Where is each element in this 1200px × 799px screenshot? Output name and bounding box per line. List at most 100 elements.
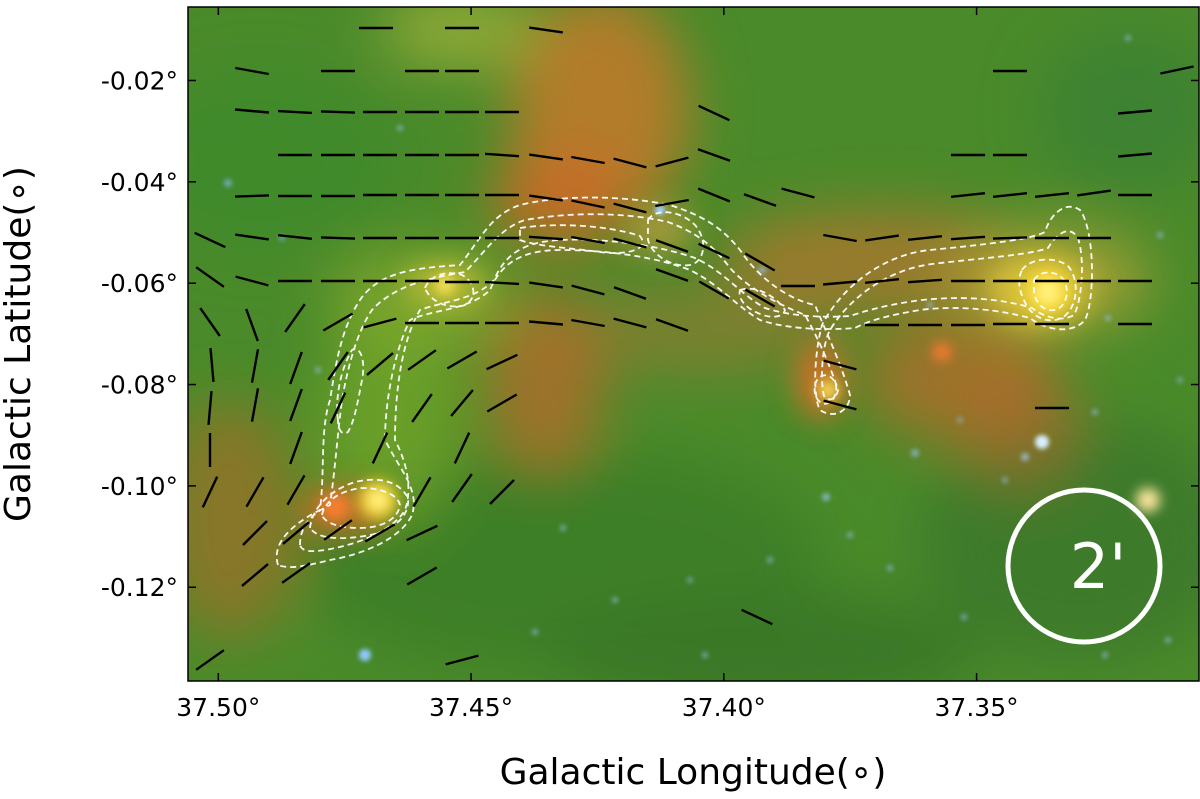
- contour-inner-i: [738, 287, 786, 318]
- polarization-vector: [484, 280, 520, 286]
- polarization-vector: [329, 392, 347, 424]
- point-sources: [224, 35, 1183, 661]
- polarization-vector: [235, 66, 269, 76]
- polarization-vector: [697, 148, 731, 162]
- x-axis-title: Galactic Longitude(∘): [500, 752, 887, 793]
- polarization-vector: [697, 187, 731, 203]
- polarization-vector: [571, 155, 605, 165]
- polarization-vector: [194, 231, 226, 249]
- polarization-vector: [486, 353, 518, 371]
- y-tick-label: -0.08°: [101, 371, 178, 400]
- polarization-vector: [744, 252, 776, 272]
- polarization-vector: [289, 431, 303, 465]
- polarization-vector: [1077, 189, 1111, 197]
- polarization-vector: [571, 318, 605, 328]
- polarization-vector: [201, 476, 219, 508]
- polarization-vector: [528, 320, 564, 326]
- polarization-vector: [613, 237, 647, 249]
- polarization-vector: [445, 654, 479, 666]
- x-tick-label: 37.45°: [429, 693, 513, 722]
- polarization-vector: [371, 432, 389, 464]
- polarization-vector: [245, 308, 259, 342]
- polarization-vector: [1160, 65, 1194, 75]
- polarization-vector: [529, 194, 563, 202]
- polarization-vector: [282, 521, 310, 545]
- polarization-vector: [451, 473, 473, 503]
- y-tick-label: -0.10°: [101, 472, 178, 501]
- polarization-vector: [284, 303, 306, 333]
- y-tick-label: -0.06°: [101, 269, 178, 298]
- polarization-vector: [823, 233, 857, 243]
- polarization-vector: [406, 524, 438, 542]
- polarization-vector: [571, 284, 605, 296]
- polarization-vector: [363, 317, 397, 329]
- polarization-vector: [406, 566, 438, 586]
- polarization-vector: [950, 192, 986, 198]
- polarization-vector: [950, 235, 986, 241]
- scale-bar: 2': [1005, 487, 1163, 645]
- polarization-vector: [823, 359, 857, 371]
- polarization-vector: [571, 199, 605, 209]
- polarization-vector: [655, 268, 689, 282]
- polarization-vector: [412, 476, 432, 508]
- polarization-vector: [613, 202, 647, 214]
- polarization-vector: [195, 649, 225, 671]
- polarization-vector: [781, 187, 815, 199]
- y-tick-label: -0.04°: [101, 168, 178, 197]
- polarization-vector: [907, 235, 943, 241]
- polarization-vector: [529, 26, 563, 34]
- polarization-vector: [571, 235, 605, 245]
- polarization-vector: [364, 523, 396, 543]
- polarization-vector: [450, 389, 474, 417]
- polarization-vector: [411, 393, 433, 423]
- polarization-vector: [698, 242, 730, 260]
- polarization-vector: [529, 153, 563, 161]
- polarization-vector: [698, 280, 730, 300]
- polarization-vector: [199, 307, 221, 337]
- polarization-vector: [655, 239, 689, 253]
- polarization-vector: [822, 280, 858, 286]
- polarization-vector: [1117, 152, 1153, 158]
- polarization-vector: [613, 317, 647, 329]
- polarization-vector: [741, 608, 773, 626]
- plot-frame: [187, 6, 1200, 682]
- polarization-vector: [823, 399, 857, 411]
- polarization-vector: [286, 474, 306, 506]
- contour-inner-f: [1033, 271, 1068, 312]
- polarization-vector: [613, 157, 647, 169]
- polarization-vector: [744, 288, 776, 308]
- scale-circle: [1005, 487, 1163, 645]
- y-tick-label: -0.02°: [101, 66, 178, 95]
- polarization-vector: [453, 432, 471, 464]
- polarization-vector: [529, 281, 563, 289]
- polarization-vector: [489, 479, 515, 505]
- polarization-vector: [528, 235, 564, 241]
- x-tick-label: 37.35°: [935, 693, 1019, 722]
- polarization-vector: [289, 351, 303, 385]
- polarization-vector: [245, 476, 265, 508]
- polarization-vector: [446, 350, 478, 370]
- sky-image: 2': [188, 7, 1199, 681]
- polarization-vector: [242, 520, 268, 546]
- polarization-vector: [407, 349, 437, 371]
- contour-inner-g: [813, 374, 838, 405]
- polarization-vector: [655, 156, 689, 168]
- polarization-vector: [1117, 109, 1153, 115]
- polarization-vector: [320, 236, 356, 240]
- contour-inner-e: [1018, 258, 1077, 322]
- scale-bar-label: 2': [1070, 530, 1127, 603]
- polarization-vector: [209, 347, 215, 383]
- polarization-vector: [241, 563, 269, 587]
- polarization-vector: [366, 352, 394, 376]
- x-tick-label: 37.40°: [682, 693, 766, 722]
- y-axis: -0.02° -0.04° -0.06° -0.08° -0.10° -0.12°: [101, 66, 1199, 602]
- polarization-vector: [235, 233, 269, 241]
- polarization-vector: [486, 393, 518, 413]
- contour-inner-a: [309, 478, 409, 539]
- polarization-vector: [235, 275, 269, 287]
- polarization-vector: [655, 198, 689, 208]
- polarization-vector: [234, 108, 270, 114]
- contour-inner-j: [336, 348, 365, 435]
- contour-inner-b: [321, 487, 401, 529]
